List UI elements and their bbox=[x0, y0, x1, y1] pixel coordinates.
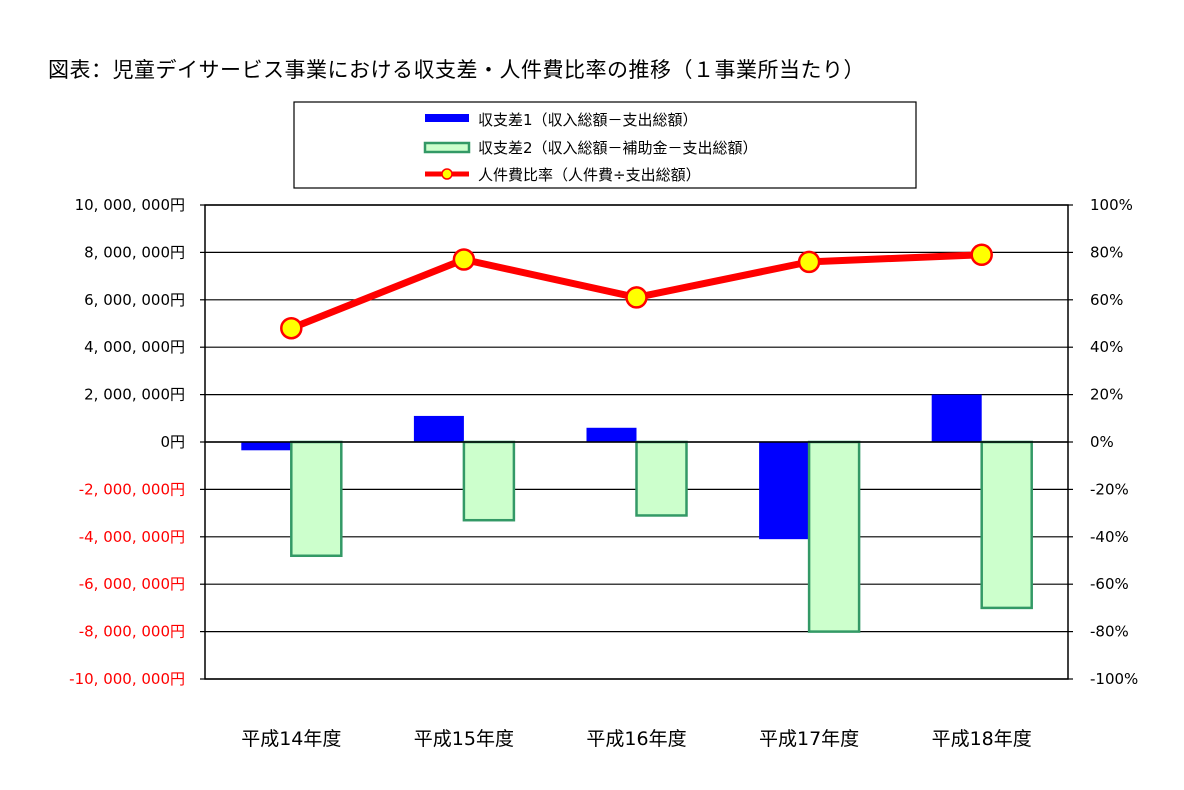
line-marker bbox=[452, 248, 476, 271]
y-left-tick-label: -6, 000, 000円 bbox=[79, 575, 185, 593]
bar-series2 bbox=[635, 440, 688, 517]
y-left-tick-label: -8, 000, 000円 bbox=[79, 623, 185, 641]
y-right-tick-label: 20% bbox=[1090, 386, 1123, 404]
y-right-tick-label: 60% bbox=[1090, 291, 1123, 309]
legend-swatch-series2 bbox=[423, 141, 471, 154]
y-right-tick-label: 40% bbox=[1090, 338, 1123, 356]
y-left-tick-label: 2, 000, 000円 bbox=[84, 386, 185, 404]
legend-label-series2: 収支差2（収入総額－補助金－支出総額） bbox=[478, 139, 758, 157]
y-left-tick-label: 10, 000, 000円 bbox=[75, 196, 185, 214]
bar-series2 bbox=[290, 440, 343, 558]
y-right-tick-label: -60% bbox=[1090, 575, 1129, 593]
y-left-tick-label: 4, 000, 000円 bbox=[84, 338, 185, 356]
y-left-tick-label: -10, 000, 000円 bbox=[69, 670, 185, 688]
y-right-tick-label: 0% bbox=[1090, 433, 1114, 451]
y-left-tick-label: -4, 000, 000円 bbox=[79, 528, 185, 546]
line-marker bbox=[280, 316, 303, 340]
y-right-tick-label: -100% bbox=[1090, 670, 1138, 688]
category-label: 平成15年度 bbox=[414, 728, 514, 750]
chart-title: 図表：児童デイサービス事業における収支差・人件費比率の推移（１事業所当たり） bbox=[48, 58, 865, 82]
legend-label-series3: 人件費比率（人件費÷支出総額） bbox=[478, 166, 701, 184]
y-left-tick-label: -2, 000, 000円 bbox=[79, 480, 185, 498]
legend-box bbox=[293, 101, 917, 189]
bar-series1 bbox=[586, 427, 637, 442]
bar-series1 bbox=[241, 442, 292, 451]
category-label: 平成16年度 bbox=[586, 728, 686, 750]
line-marker bbox=[625, 286, 648, 309]
bar-series2 bbox=[462, 440, 516, 522]
legend-label-series1: 収支差1（収入総額－支出総額） bbox=[478, 111, 698, 129]
y-right-tick-label: -40% bbox=[1090, 528, 1129, 546]
legend-swatch-series1 bbox=[425, 114, 469, 122]
bar-series1 bbox=[413, 415, 464, 442]
y-right-tick-label: -20% bbox=[1090, 480, 1129, 498]
bar-series1 bbox=[759, 442, 810, 540]
y-right-tick-label: 80% bbox=[1090, 243, 1123, 261]
y-left-tick-label: 8, 000, 000円 bbox=[84, 243, 185, 261]
y-left-tick-label: 6, 000, 000円 bbox=[84, 291, 185, 309]
category-label: 平成18年度 bbox=[932, 728, 1032, 750]
bar-series2 bbox=[807, 440, 861, 633]
y-right-tick-label: 100% bbox=[1090, 196, 1133, 214]
bar-series2 bbox=[980, 440, 1033, 610]
line-marker bbox=[797, 250, 821, 274]
line-marker bbox=[970, 243, 993, 267]
bar-series1 bbox=[931, 394, 982, 442]
category-label: 平成17年度 bbox=[759, 728, 859, 750]
category-label: 平成14年度 bbox=[241, 728, 341, 750]
y-left-tick-label: 0円 bbox=[160, 433, 185, 451]
legend-swatch-marker bbox=[441, 168, 453, 180]
y-right-tick-label: -80% bbox=[1090, 623, 1129, 641]
